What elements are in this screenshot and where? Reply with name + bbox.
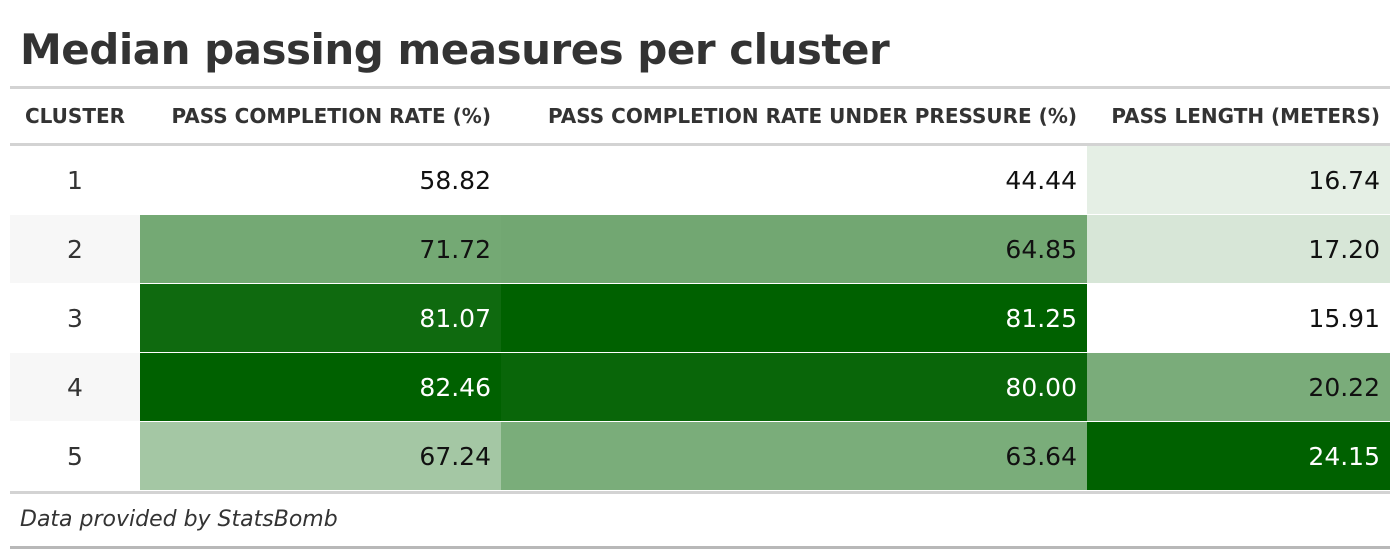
table-row: 3 81.07 81.25 15.91 xyxy=(10,283,1390,353)
footer-divider xyxy=(10,546,1390,549)
value-cell: 16.74 xyxy=(1087,144,1390,215)
value-cell: 63.64 xyxy=(501,421,1087,491)
value-cell: 67.24 xyxy=(140,421,501,491)
value-cell: 44.44 xyxy=(501,144,1087,215)
table-row: 2 71.72 64.85 17.20 xyxy=(10,214,1390,284)
source-note: Data provided by StatsBomb xyxy=(20,507,338,532)
value-cell: 17.20 xyxy=(1087,214,1390,284)
value-cell: 71.72 xyxy=(140,214,501,284)
value-cell: 81.07 xyxy=(140,283,501,353)
table-row: 4 82.46 80.00 20.22 xyxy=(10,352,1390,422)
column-header-pass-completion-rate: PASS COMPLETION RATE (%) xyxy=(140,89,501,146)
cluster-cell: 2 xyxy=(10,214,140,284)
value-cell: 64.85 xyxy=(501,214,1087,284)
header-row: CLUSTER PASS COMPLETION RATE (%) PASS CO… xyxy=(10,89,1390,146)
table-row: 1 58.82 44.44 16.74 xyxy=(10,144,1390,215)
value-cell: 80.00 xyxy=(501,352,1087,422)
table-row: 5 67.24 63.64 24.15 xyxy=(10,421,1390,491)
column-header-pass-length: PASS LENGTH (METERS) xyxy=(1087,89,1390,146)
column-header-pass-completion-under-pressure: PASS COMPLETION RATE UNDER PRESSURE (%) xyxy=(501,89,1087,146)
cluster-cell: 4 xyxy=(10,352,140,422)
table-title: Median passing measures per cluster xyxy=(20,25,890,74)
value-cell: 24.15 xyxy=(1087,421,1390,491)
value-cell: 82.46 xyxy=(140,352,501,422)
cluster-cell: 5 xyxy=(10,421,140,491)
cluster-cell: 3 xyxy=(10,283,140,353)
value-cell: 81.25 xyxy=(501,283,1087,353)
cluster-cell: 1 xyxy=(10,144,140,215)
title-divider xyxy=(10,86,1390,89)
table-bottom-divider xyxy=(10,491,1390,494)
value-cell: 58.82 xyxy=(140,144,501,215)
value-cell: 15.91 xyxy=(1087,283,1390,353)
value-cell: 20.22 xyxy=(1087,352,1390,422)
table-container: Median passing measures per cluster CLUS… xyxy=(10,0,1390,549)
column-header-cluster: CLUSTER xyxy=(10,89,140,146)
data-table: CLUSTER PASS COMPLETION RATE (%) PASS CO… xyxy=(10,89,1390,491)
